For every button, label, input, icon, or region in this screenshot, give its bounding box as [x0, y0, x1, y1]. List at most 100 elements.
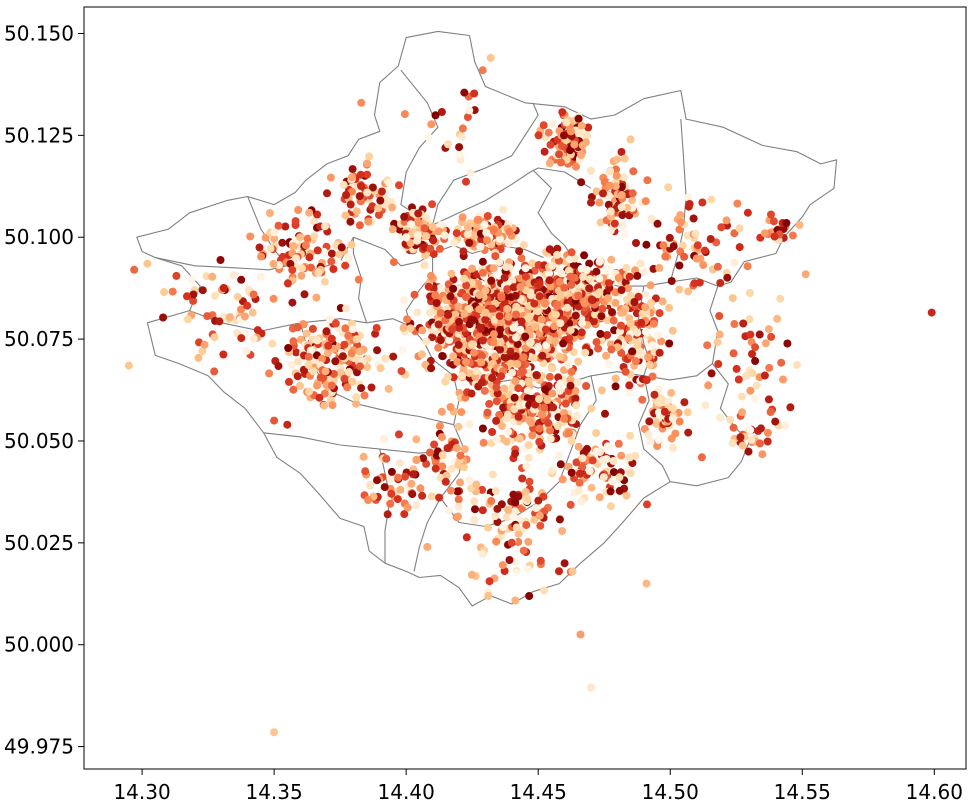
incident-point: [604, 360, 613, 368]
incident-point: [420, 224, 429, 233]
incident-point: [654, 435, 663, 444]
incident-point: [515, 401, 524, 410]
incident-point: [617, 148, 626, 156]
incident-point: [389, 352, 398, 361]
incident-point: [519, 546, 528, 555]
incident-point: [340, 340, 349, 349]
incident-point: [525, 592, 534, 600]
x-tick-label: 14.35: [245, 780, 302, 801]
incident-point: [470, 89, 479, 98]
incident-point: [502, 414, 511, 423]
incident-point: [669, 443, 677, 452]
incident-point: [348, 325, 357, 334]
incident-point: [783, 339, 792, 348]
incident-point: [491, 352, 499, 361]
incident-point: [471, 367, 480, 376]
x-tick-label: 14.60: [906, 780, 963, 801]
incident-point: [509, 323, 518, 332]
incident-point: [598, 304, 607, 313]
incident-point: [608, 308, 616, 317]
incident-point: [735, 243, 744, 252]
incident-point: [512, 568, 521, 577]
incident-point: [643, 176, 652, 185]
incident-point: [745, 315, 754, 324]
incident-point: [189, 290, 198, 299]
incident-point: [667, 388, 676, 397]
incident-point: [776, 294, 785, 303]
incident-point: [428, 223, 437, 231]
incident-point: [486, 53, 495, 62]
incident-point: [454, 502, 463, 511]
incident-point: [589, 317, 598, 326]
incident-point: [560, 414, 569, 423]
incident-point: [732, 364, 741, 373]
incident-point: [599, 189, 607, 198]
incident-point: [333, 258, 342, 267]
incident-point: [716, 279, 725, 287]
incident-point: [270, 728, 279, 737]
incident-point: [611, 182, 620, 191]
incident-point: [491, 512, 500, 521]
incident-point: [416, 484, 425, 493]
incident-point: [730, 320, 739, 328]
incident-point: [664, 183, 673, 192]
incident-point: [470, 348, 478, 357]
incident-point: [572, 162, 580, 171]
incident-point: [603, 316, 612, 325]
incident-point: [632, 239, 640, 247]
incident-point: [460, 274, 469, 283]
incident-point: [240, 312, 249, 321]
incident-point: [413, 308, 422, 317]
incident-point: [655, 348, 664, 357]
incident-point: [512, 333, 520, 342]
incident-point: [426, 244, 435, 253]
incident-point: [707, 369, 716, 378]
plot-frame: [83, 6, 967, 770]
incident-point: [618, 221, 627, 230]
incident-point: [449, 352, 458, 361]
incident-point: [288, 298, 297, 307]
incident-point: [492, 487, 500, 495]
incident-point: [437, 221, 445, 229]
incident-point: [298, 264, 306, 273]
incident-point: [748, 350, 756, 358]
incident-point: [657, 337, 666, 346]
incident-point: [553, 250, 562, 259]
incident-point: [500, 353, 509, 362]
incident-point: [556, 319, 565, 328]
incident-point: [444, 506, 453, 515]
incident-point: [463, 113, 472, 122]
incident-point: [541, 299, 549, 308]
incident-point: [341, 324, 350, 333]
incident-point: [763, 428, 772, 437]
incident-point: [431, 111, 440, 120]
incident-point: [257, 252, 266, 261]
incident-point: [462, 358, 470, 367]
incident-point: [352, 393, 361, 402]
incident-point: [480, 220, 489, 229]
incident-point: [517, 317, 526, 326]
incident-point: [598, 456, 607, 465]
incident-point: [455, 143, 464, 152]
incident-point: [793, 360, 801, 369]
incident-point: [594, 344, 603, 353]
incident-point: [597, 312, 606, 321]
incident-point: [545, 372, 554, 381]
incident-point: [458, 132, 467, 141]
incident-point: [544, 128, 553, 137]
incident-point: [363, 188, 372, 197]
incident-point: [582, 382, 591, 390]
incident-point: [492, 416, 501, 425]
incident-point: [535, 280, 544, 289]
incident-point: [477, 351, 486, 360]
incident-point: [356, 170, 365, 179]
incident-point: [284, 344, 293, 352]
incident-point: [427, 271, 435, 280]
incident-point: [519, 367, 527, 376]
incident-point: [478, 424, 487, 433]
incident-point: [283, 279, 292, 288]
incident-point: [321, 222, 329, 231]
incident-point: [519, 353, 528, 362]
incident-point: [453, 487, 462, 496]
incident-point: [324, 341, 333, 350]
